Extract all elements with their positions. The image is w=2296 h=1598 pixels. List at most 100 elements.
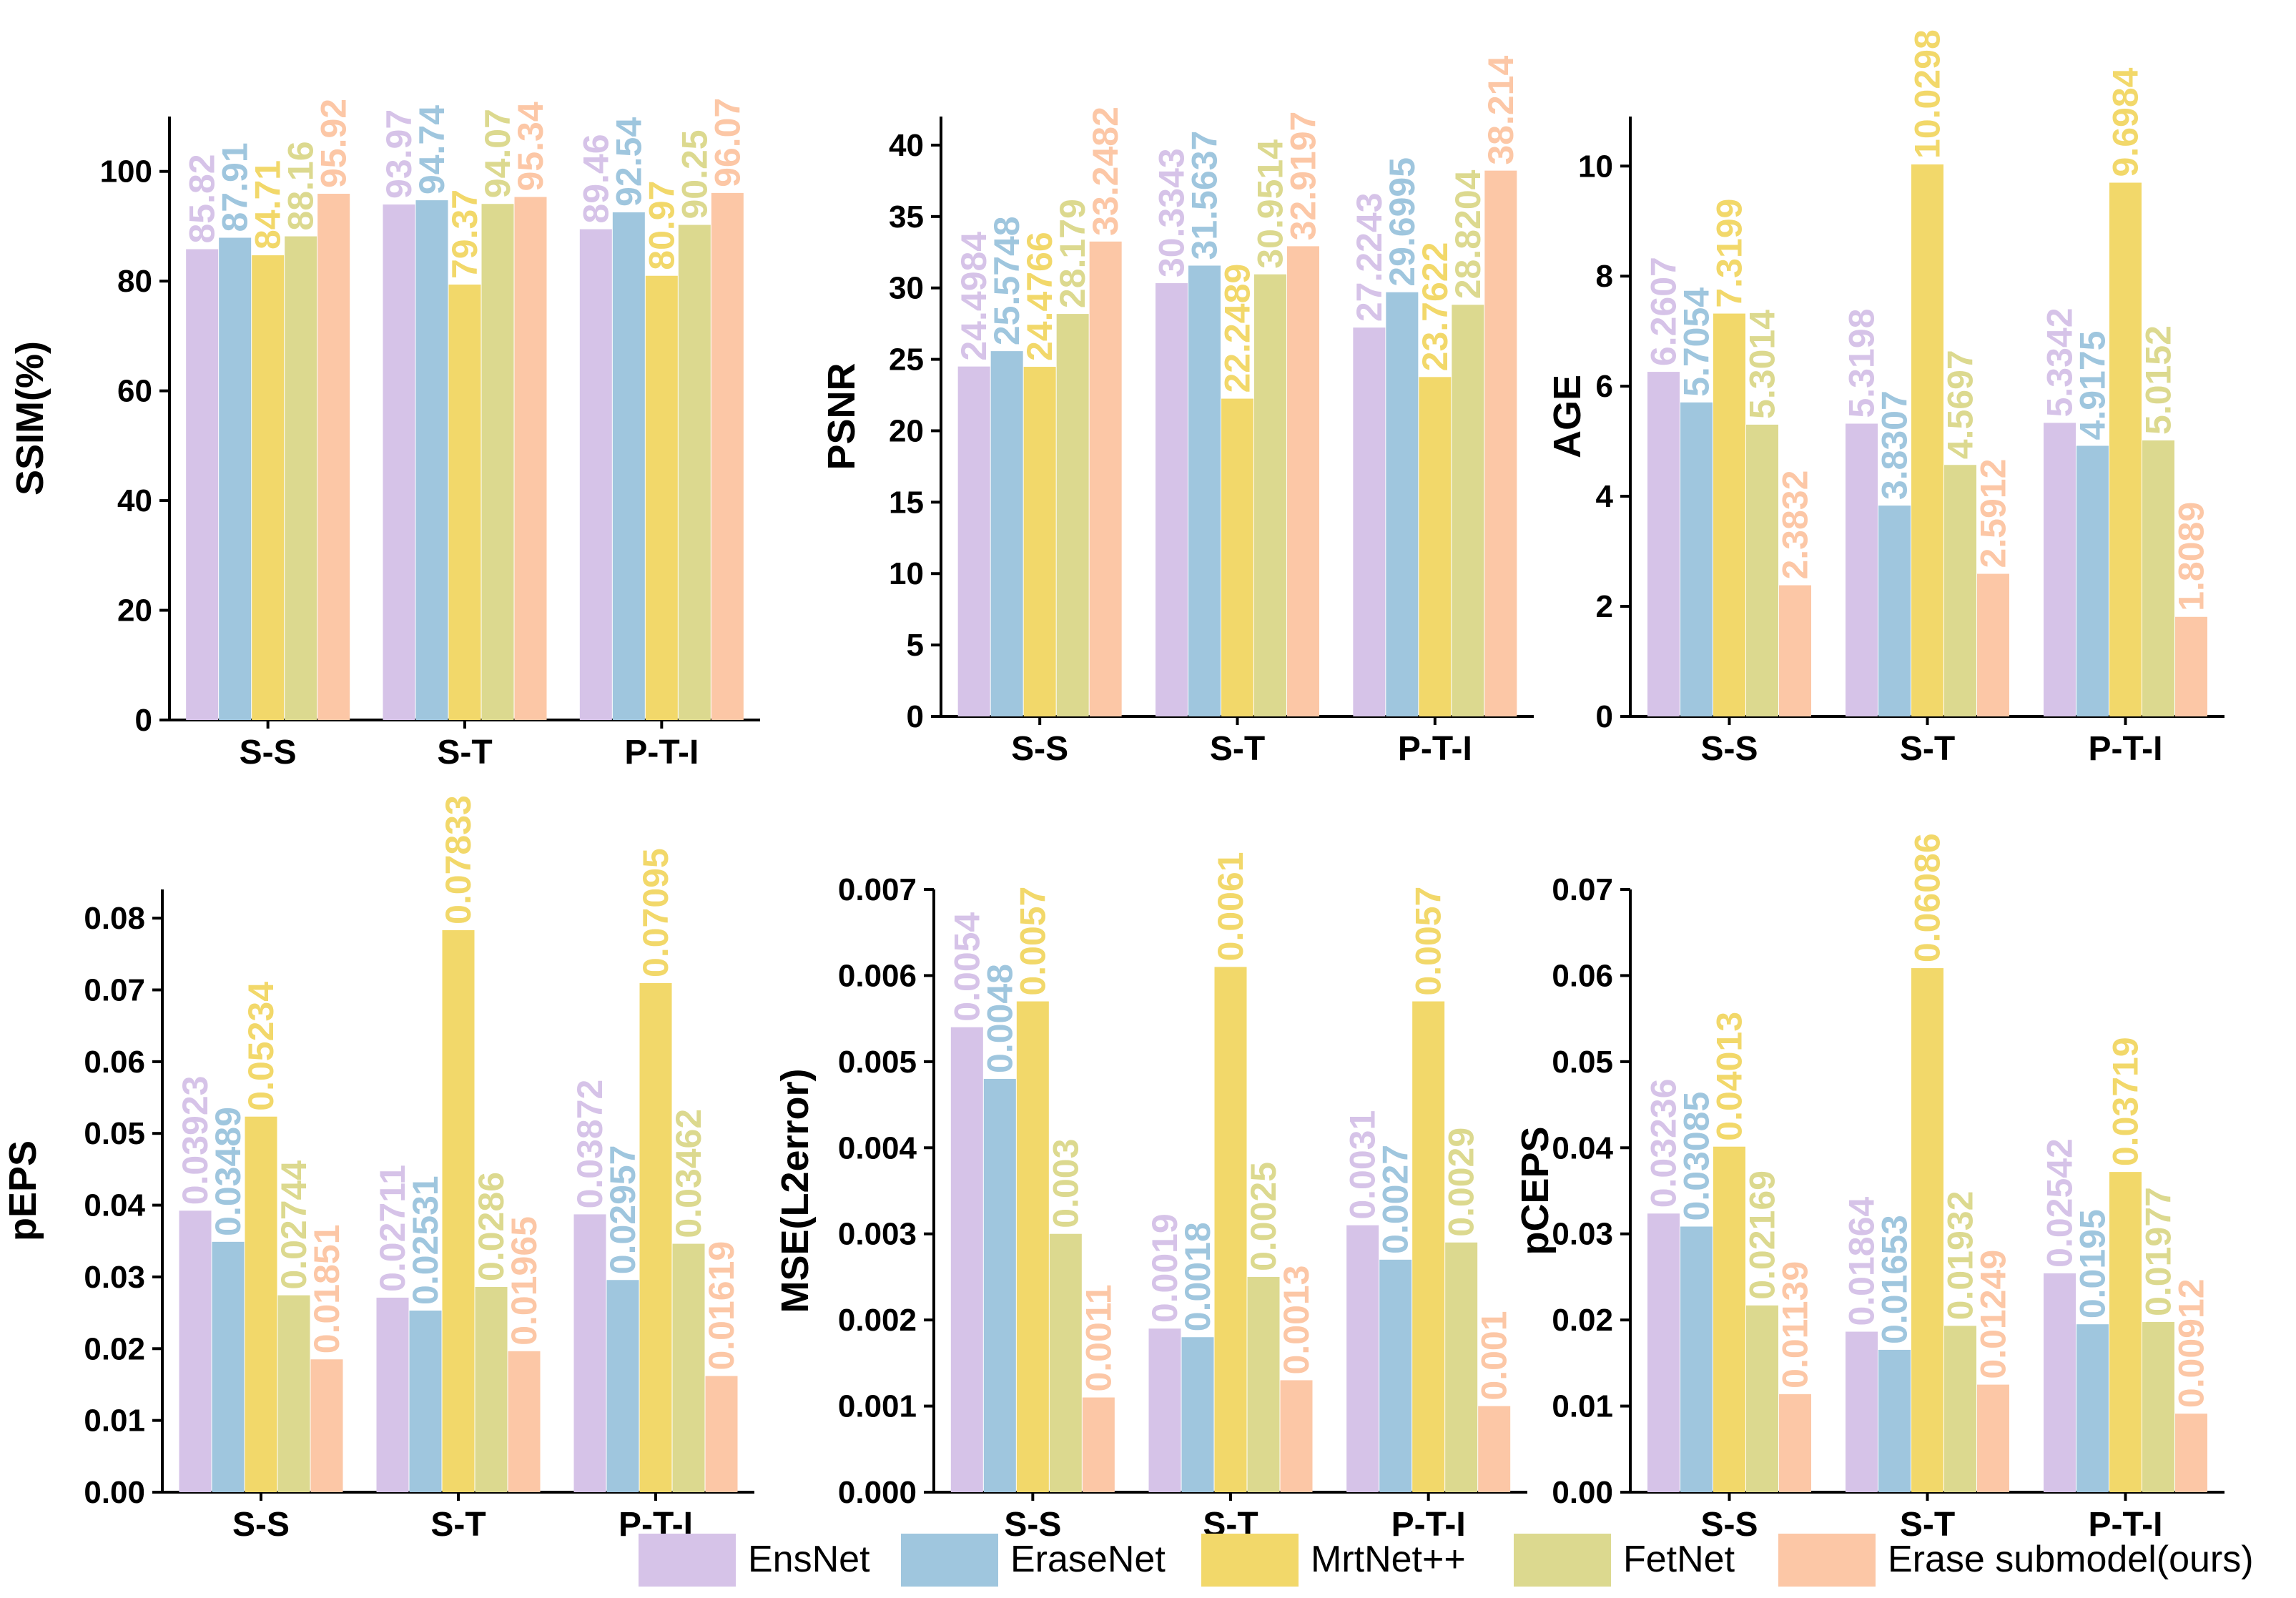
bar-p-t-i-erase-submodel-ours bbox=[2175, 1414, 2207, 1492]
data-label: 0.01864 bbox=[1842, 1197, 1882, 1326]
data-label: 94.07 bbox=[478, 109, 518, 198]
legend-item-fetnet: FetNet bbox=[1514, 1534, 1735, 1587]
data-label: 29.6995 bbox=[1382, 157, 1422, 287]
data-label: 0.06086 bbox=[1908, 833, 1948, 962]
bar-s-t-erase-submodel-ours bbox=[1280, 1380, 1313, 1492]
y-tick-label: 80 bbox=[117, 264, 152, 299]
x-tick-label: S-T bbox=[1900, 1506, 1955, 1544]
bar-s-t-erasenet bbox=[1188, 265, 1221, 716]
bar-s-t-erasenet bbox=[415, 200, 448, 720]
legend-item-ensnet: EnsNet bbox=[639, 1534, 870, 1587]
data-label: 27.2243 bbox=[1349, 192, 1389, 322]
y-tick-label: 0.000 bbox=[838, 1475, 917, 1510]
bar-s-s-erase-submodel-ours bbox=[1089, 241, 1122, 716]
y-tick-label: 5 bbox=[907, 628, 924, 663]
x-tick-label: S-T bbox=[430, 1506, 486, 1544]
bar-p-t-i-mrtnet bbox=[639, 982, 672, 1492]
data-label: 30.9514 bbox=[1251, 139, 1291, 269]
bar-s-s-erase-submodel-ours bbox=[1082, 1397, 1115, 1492]
bar-s-s-ensnet bbox=[179, 1210, 212, 1492]
data-label: 0.0061 bbox=[1211, 852, 1251, 961]
y-tick-label: 0 bbox=[907, 699, 924, 734]
bar-p-t-i-ensnet bbox=[1346, 1225, 1379, 1492]
y-tick-label: 60 bbox=[117, 374, 152, 409]
bar-p-t-i-erasenet bbox=[2076, 1324, 2109, 1492]
bar-s-t-ensnet bbox=[1148, 1328, 1181, 1492]
x-tick-label: S-T bbox=[437, 734, 492, 771]
bar-s-s-ensnet bbox=[1647, 1213, 1680, 1492]
legend-label: FetNet bbox=[1623, 1539, 1735, 1580]
y-tick-label: 20 bbox=[117, 593, 152, 628]
x-tick-label: S-T bbox=[1210, 730, 1265, 768]
x-tick-label: P-T-I bbox=[1398, 730, 1472, 768]
data-label: 0.0025 bbox=[1243, 1162, 1284, 1271]
data-label: 0.0013 bbox=[1276, 1266, 1316, 1375]
bar-s-s-erasenet bbox=[990, 351, 1023, 716]
y-tick-label: 0.007 bbox=[838, 872, 917, 907]
data-label: 0.02711 bbox=[373, 1165, 413, 1292]
data-label: 85.82 bbox=[182, 154, 222, 243]
panel-psnr: 0 5 10 15 20 25 30 35 40 PSNR 24.498425.574824.476… bbox=[820, 56, 1534, 768]
data-label: 24.4984 bbox=[954, 232, 994, 361]
bar-s-s-erase-submodel-ours bbox=[1779, 585, 1811, 716]
y-tick-label: 0.02 bbox=[1552, 1303, 1613, 1338]
data-label: 0.0054 bbox=[947, 912, 987, 1022]
data-label: 89.46 bbox=[576, 134, 616, 223]
bar-p-t-i-fetnet bbox=[1452, 305, 1484, 716]
bar-s-s-fetnet bbox=[285, 236, 317, 720]
bar-s-s-mrtnet bbox=[1016, 1001, 1049, 1492]
data-label: 5.3014 bbox=[1743, 310, 1783, 419]
data-label: 2.5912 bbox=[1974, 459, 2014, 568]
data-label: 31.5637 bbox=[1185, 131, 1225, 260]
panel-mse-l2error: 0.000 0.001 0.002 0.003 0.004 0.005 0.006 0.007… bbox=[774, 852, 1527, 1544]
y-tick-label: 10 bbox=[1578, 149, 1613, 184]
data-label: 0.0057 bbox=[1012, 887, 1053, 996]
bar-s-t-ensnet bbox=[1846, 1331, 1878, 1492]
bar-p-t-i-erasenet bbox=[2076, 445, 2109, 716]
panel-ssim: 020406080100SSIM(%)85.8287.9184.7188.169… bbox=[9, 98, 760, 771]
legend-swatch bbox=[1201, 1534, 1299, 1587]
y-tick-label: 0.07 bbox=[1552, 872, 1613, 907]
bar-p-t-i-erase-submodel-ours bbox=[1484, 170, 1517, 716]
x-tick-label: S-T bbox=[1900, 730, 1955, 768]
y-tick-label: 0.00 bbox=[84, 1475, 145, 1510]
bar-p-t-i-erasenet bbox=[612, 212, 645, 720]
x-tick-label: S-S bbox=[232, 1506, 290, 1544]
bar-p-t-i-erasenet bbox=[606, 1280, 639, 1492]
bar-p-t-i-fetnet bbox=[2142, 1321, 2174, 1492]
x-tick-label: P-T-I bbox=[2089, 1506, 2163, 1544]
data-label: 23.7622 bbox=[1415, 242, 1455, 372]
bar-s-s-mrtnet bbox=[1023, 367, 1056, 716]
y-tick-label: 35 bbox=[889, 199, 924, 235]
legend-label: Erase submodel(ours) bbox=[1888, 1539, 2254, 1580]
data-label: 0.01249 bbox=[1974, 1250, 2014, 1379]
bar-p-t-i-fetnet bbox=[1445, 1242, 1478, 1492]
y-tick-label: 0.08 bbox=[84, 901, 145, 936]
data-label: 90.25 bbox=[674, 129, 714, 219]
data-label: 94.74 bbox=[412, 105, 452, 194]
data-label: 0.0286 bbox=[471, 1172, 511, 1281]
data-label: 5.3198 bbox=[1842, 309, 1882, 418]
bar-s-t-mrtnet bbox=[1214, 967, 1247, 1492]
legend-label: MrtNet++ bbox=[1311, 1539, 1466, 1580]
bar-s-t-ensnet bbox=[1156, 283, 1188, 716]
bar-s-s-ensnet bbox=[957, 366, 990, 716]
data-label: 1.8089 bbox=[2172, 502, 2212, 611]
bar-s-t-ensnet bbox=[383, 204, 415, 721]
bar-s-s-ensnet bbox=[1647, 372, 1680, 716]
bar-s-t-mrtnet bbox=[442, 929, 475, 1492]
data-label: 0.03462 bbox=[669, 1109, 709, 1238]
data-label: 93.97 bbox=[379, 109, 419, 199]
x-tick-label: P-T-I bbox=[624, 734, 699, 771]
bar-s-s-erase-submodel-ours bbox=[310, 1359, 343, 1492]
y-tick-label: 15 bbox=[889, 485, 924, 520]
data-label: 0.03719 bbox=[2106, 1037, 2146, 1166]
bar-s-s-erasenet bbox=[1680, 1226, 1713, 1492]
data-label: 0.0031 bbox=[1343, 1110, 1383, 1220]
bar-s-s-erasenet bbox=[212, 1241, 245, 1492]
data-label: 5.3342 bbox=[2040, 307, 2080, 417]
data-label: 22.2489 bbox=[1218, 264, 1258, 393]
y-tick-label: 25 bbox=[889, 342, 924, 378]
bar-s-t-erase-submodel-ours bbox=[508, 1351, 541, 1492]
